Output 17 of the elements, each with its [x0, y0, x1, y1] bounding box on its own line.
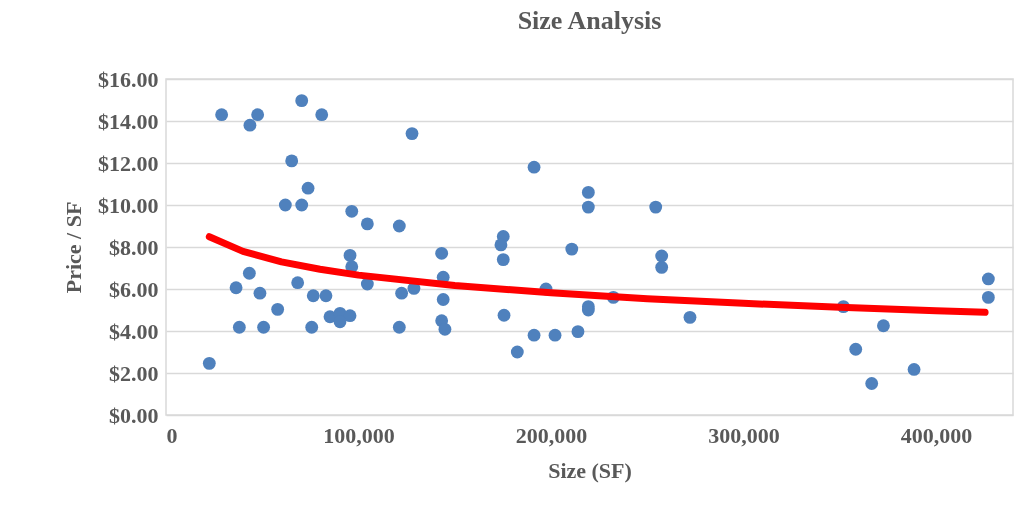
y-tick-label: $10.00 [98, 192, 159, 218]
x-tick-label: 200,000 [515, 422, 588, 448]
x-tick-label: 100,000 [323, 422, 395, 448]
x-tick-label: 400,000 [900, 422, 973, 448]
y-tick-label: $14.00 [98, 108, 159, 134]
y-tick-label: $4.00 [109, 318, 159, 344]
y-tick-label: $12.00 [98, 150, 159, 176]
y-tick-label: $0.00 [109, 402, 159, 428]
y-tick-label: $16.00 [98, 66, 159, 92]
y-tick-label: $6.00 [109, 276, 159, 302]
x-tick-label: 0 [166, 422, 178, 448]
y-tick-label: $8.00 [109, 234, 159, 260]
x-axis-title: Size (SF) [548, 457, 632, 483]
x-tick-label: 300,000 [708, 422, 780, 448]
chart-title: Size Analysis [517, 6, 662, 35]
y-tick-label: $2.00 [109, 360, 159, 386]
y-axis-title: Price / SF [61, 201, 86, 294]
